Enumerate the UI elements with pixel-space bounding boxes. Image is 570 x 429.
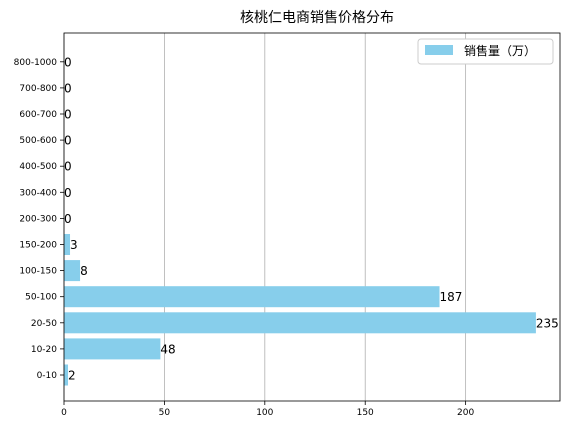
plot-frame (63, 32, 561, 402)
data-label: 0 (64, 212, 72, 226)
y-tick-label: 700-800 (19, 84, 57, 94)
x-tick-label: 50 (159, 408, 171, 418)
y-tick-label: 600-700 (19, 110, 57, 120)
legend-label: 销售量（万） (464, 43, 536, 58)
bars (64, 234, 536, 386)
chart-title: 核桃仁电商销售价格分布 (240, 10, 394, 26)
data-label: 0 (64, 134, 72, 148)
bar (64, 260, 81, 282)
data-label: 0 (64, 55, 72, 69)
x-tick-label: 0 (61, 408, 67, 418)
y-tick-label: 200-300 (19, 214, 57, 224)
data-label: 2 (68, 369, 76, 383)
y-axis-ticks: 0-10 10-20 20-50 50-100 100-150 150-200 200-30… (14, 58, 64, 381)
data-label: 8 (80, 264, 88, 278)
bar (64, 234, 71, 255)
x-axis-ticks: 0 50 100 150 200 (61, 401, 474, 418)
legend: 销售量（万） (417, 38, 554, 65)
data-labels: 2 48 235 187 83 0 0 0 0 0 0 0 (64, 55, 559, 382)
x-tick-label: 150 (357, 408, 374, 418)
data-label: 48 (160, 342, 175, 356)
y-tick-label: 10-20 (31, 345, 57, 355)
data-label: 0 (64, 186, 72, 200)
y-tick-label: 20-50 (31, 319, 57, 329)
y-tick-label: 100-150 (19, 267, 57, 277)
data-label: 0 (64, 81, 72, 95)
y-tick-label: 500-600 (19, 136, 57, 146)
bar (64, 364, 69, 386)
y-tick-label: 150-200 (19, 241, 57, 251)
x-tick-label: 200 (457, 408, 474, 418)
data-label: 187 (440, 290, 463, 304)
y-tick-label: 50-100 (25, 293, 57, 303)
bar (64, 312, 536, 334)
data-label: 3 (70, 238, 78, 252)
bar (64, 338, 161, 360)
x-tick-label: 100 (256, 408, 273, 418)
data-label: 0 (64, 108, 72, 122)
data-label: 235 (536, 316, 559, 330)
legend-swatch (425, 45, 453, 55)
y-tick-label: 800-1000 (14, 58, 58, 68)
y-tick-label: 0-10 (37, 371, 58, 381)
y-tick-label: 300-400 (19, 188, 57, 198)
bar (64, 286, 440, 308)
data-label: 0 (64, 160, 72, 174)
y-tick-label: 400-500 (19, 162, 57, 172)
